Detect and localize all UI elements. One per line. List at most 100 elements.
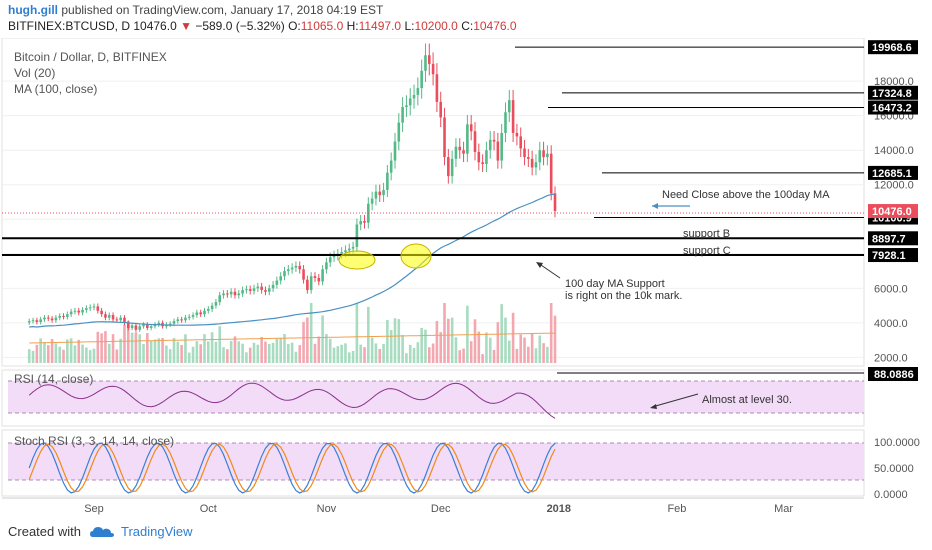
volume-bar	[214, 341, 218, 363]
x-tick-label: Nov	[317, 503, 337, 515]
volume-bar	[81, 344, 84, 363]
candle-body	[119, 317, 122, 321]
candle-body	[405, 105, 408, 108]
symbol: BITFINEX:BTCUSD, D	[8, 19, 131, 33]
candle-body	[233, 291, 237, 296]
volume-bar	[69, 338, 73, 363]
price-label: 8897.7	[872, 233, 906, 245]
candle-body	[226, 293, 229, 295]
tradingview-link[interactable]: TradingView	[120, 524, 193, 539]
volume-bar	[519, 334, 523, 363]
candle-body	[248, 289, 252, 291]
volume-bar	[477, 331, 481, 363]
volume-bar	[416, 342, 420, 363]
last-price-label: 10476.0	[872, 206, 912, 218]
volume-bar	[248, 347, 252, 363]
stoch-y-tick-label: 50.0000	[874, 463, 914, 475]
volume-bar	[123, 324, 126, 363]
candle-body	[466, 124, 469, 154]
candle-body	[210, 305, 214, 310]
stoch-y-tick-label: 0.0000	[874, 489, 908, 501]
volume-bar	[107, 343, 111, 363]
candle-body	[344, 250, 347, 253]
candle-body	[481, 162, 484, 165]
candle-body	[207, 309, 210, 311]
volume-bar	[496, 322, 500, 363]
stoch-k-line	[28, 442, 556, 494]
volume-bar	[367, 306, 370, 363]
candle-body	[450, 158, 454, 177]
candle-body	[195, 312, 199, 316]
volume-bar	[313, 343, 317, 363]
candle-body	[46, 317, 50, 319]
price-label-bg	[868, 165, 918, 180]
candle-body	[420, 70, 423, 89]
candle-body	[77, 310, 81, 313]
candle-body	[222, 293, 225, 296]
volume-bar	[462, 348, 465, 363]
candle-body	[492, 139, 496, 142]
candle-body	[279, 276, 282, 281]
volume-bar	[35, 344, 39, 363]
rsi-band	[8, 381, 864, 413]
volume-bar	[435, 320, 439, 363]
candle-body	[378, 191, 382, 196]
published-text: published on TradingView.com, January 17…	[61, 3, 384, 17]
candle-body	[363, 220, 366, 223]
candle-body	[256, 286, 260, 289]
arrow-head-icon	[536, 262, 543, 268]
volume-bar	[447, 318, 450, 363]
volume-bar	[382, 344, 385, 363]
highlight-ellipse	[338, 250, 376, 270]
candle-body	[184, 317, 187, 321]
candle-body	[317, 277, 321, 282]
open-label: O:	[288, 19, 301, 33]
author-link[interactable]: hugh.gill	[8, 3, 58, 17]
y-tick-label: 6000.0	[874, 283, 908, 295]
candle-body	[462, 150, 465, 154]
candle-body	[359, 220, 362, 225]
candle-body	[477, 151, 481, 163]
volume-bar	[195, 341, 199, 363]
volume-bar	[210, 332, 214, 363]
volume-bar	[157, 338, 161, 363]
volume-bar	[473, 319, 477, 363]
change-arrow-icon: ▼	[180, 19, 192, 33]
volume-bar	[77, 339, 81, 363]
volume-bar	[275, 338, 279, 363]
volume-bar	[264, 341, 267, 363]
candle-body	[104, 314, 107, 318]
high-label: H:	[346, 19, 359, 33]
volume-bar	[306, 317, 309, 363]
candle-body	[35, 320, 39, 322]
candle-body	[538, 150, 542, 163]
volume-bar	[85, 347, 88, 363]
candle-body	[138, 326, 142, 330]
price-label-bg	[868, 40, 918, 55]
volume-bar	[527, 346, 530, 363]
volume-bar	[542, 343, 545, 363]
candle-body	[340, 252, 343, 254]
annotation-arrow	[537, 262, 561, 279]
volume-bar	[142, 344, 145, 363]
candle-body	[321, 269, 324, 282]
price-pane[interactable]	[1, 38, 865, 367]
candle-body	[370, 198, 374, 204]
volume-bar	[267, 343, 271, 363]
candle-body	[530, 158, 534, 168]
volume-bar	[355, 303, 359, 363]
price-label: 17324.8	[872, 88, 912, 100]
candle-body	[134, 325, 138, 330]
volume-bar	[43, 341, 46, 363]
volume-bar	[146, 333, 149, 363]
candle-body	[504, 112, 507, 133]
candle-body	[473, 131, 477, 152]
chart-canvas[interactable]: Bitcoin / Dollar, D, BITFINEX Vol (20) M…	[0, 38, 932, 518]
volume-bar	[199, 344, 202, 363]
candle-body	[267, 288, 271, 292]
volume-bar	[260, 337, 263, 363]
volume-bar	[492, 349, 496, 363]
candle-body	[69, 311, 73, 315]
volume-bar	[172, 338, 176, 363]
volume-bar	[279, 337, 282, 363]
